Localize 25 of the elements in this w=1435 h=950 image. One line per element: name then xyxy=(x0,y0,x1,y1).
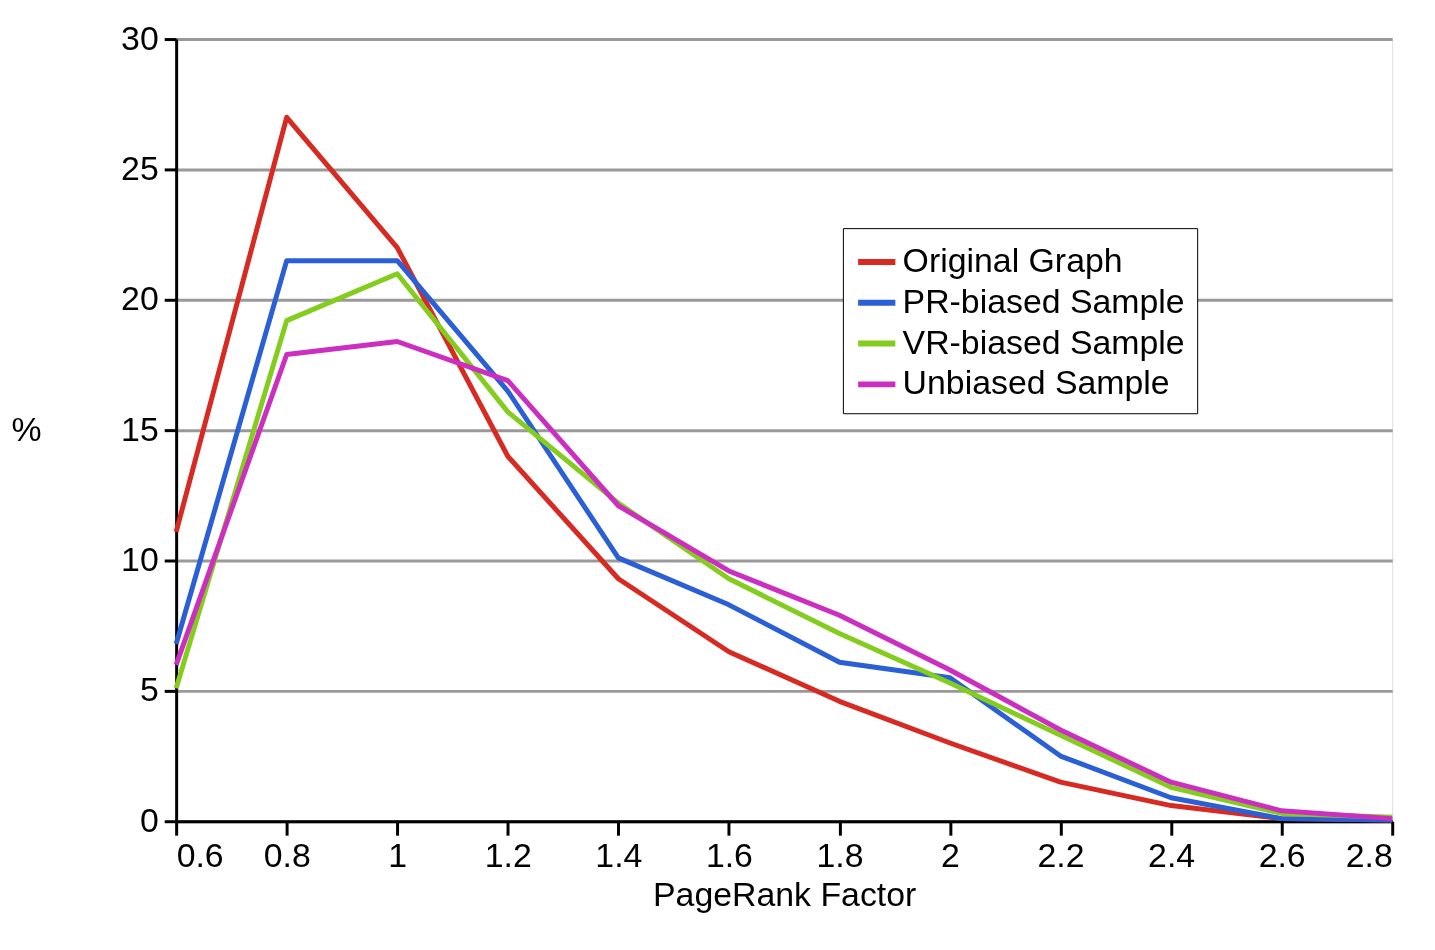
y-tick-label: 5 xyxy=(139,670,159,709)
x-tick-label: 2.4 xyxy=(1148,835,1196,874)
x-tick-label: 1.8 xyxy=(816,835,864,874)
x-tick-label: 0.6 xyxy=(176,835,224,874)
y-tick-label: 0 xyxy=(139,800,159,839)
x-axis-title: PageRank Factor xyxy=(653,875,917,914)
x-tick-label: 2 xyxy=(941,835,960,874)
x-tick-label: 2.6 xyxy=(1258,835,1306,874)
y-tick-label: 20 xyxy=(121,279,159,318)
y-axis-title: % xyxy=(11,409,42,448)
x-tick-label: 1 xyxy=(388,835,408,874)
x-tick-label: 1.4 xyxy=(595,835,643,874)
x-tick-label: 2.8 xyxy=(1345,835,1393,874)
legend-label: Unbiased Sample xyxy=(902,363,1170,402)
y-tick-label: 25 xyxy=(121,148,159,187)
legend-label: PR-biased Sample xyxy=(902,281,1185,320)
x-tick-label: 1.6 xyxy=(705,835,753,874)
y-tick-label: 10 xyxy=(121,539,159,578)
legend-label: VR-biased Sample xyxy=(902,322,1185,361)
y-tick-label: 30 xyxy=(121,18,159,57)
legend-label: Original Graph xyxy=(902,240,1123,279)
y-tick-label: 15 xyxy=(121,409,159,448)
x-tick-label: 0.8 xyxy=(263,835,311,874)
x-tick-label: 2.2 xyxy=(1037,835,1085,874)
x-tick-label: 1.2 xyxy=(484,835,532,874)
